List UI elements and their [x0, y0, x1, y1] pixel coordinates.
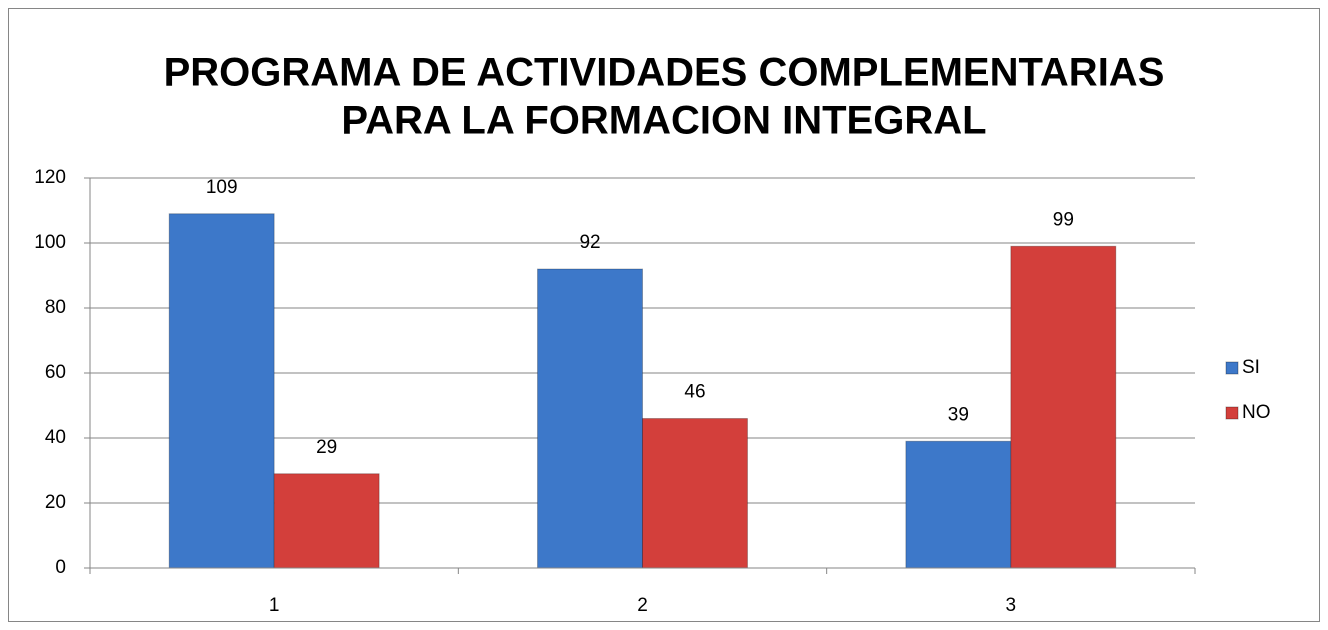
y-tick-label: 0: [55, 557, 66, 578]
y-tick-label: 20: [45, 492, 66, 513]
chart-title: PARA LA FORMACION INTEGRAL: [341, 99, 986, 143]
y-tick-label: 60: [45, 362, 66, 383]
legend-swatch: [1225, 361, 1239, 375]
bar: [1010, 245, 1117, 569]
bar: [537, 268, 644, 569]
legend-label: NO: [1242, 402, 1271, 423]
data-label: 92: [579, 232, 600, 253]
data-label: 99: [1053, 209, 1074, 230]
data-label: 29: [316, 437, 337, 458]
data-label: 39: [948, 404, 969, 425]
bar: [642, 418, 748, 569]
x-tick-label: 1: [269, 595, 280, 616]
legend-swatch: [1225, 406, 1239, 420]
y-tick-label: 100: [34, 232, 66, 253]
bar: [905, 440, 1012, 569]
legend-label: SI: [1242, 357, 1260, 378]
y-tick-label: 80: [45, 297, 66, 318]
x-tick-label: 3: [1006, 595, 1017, 616]
data-label: 109: [206, 177, 238, 198]
x-tick-label: 2: [637, 595, 648, 616]
bar: [168, 213, 275, 569]
chart-title: PROGRAMA DE ACTIVIDADES COMPLEMENTARIAS: [164, 51, 1165, 95]
data-label: 46: [684, 382, 705, 403]
y-tick-label: 40: [45, 427, 66, 448]
bar: [273, 473, 380, 569]
y-tick-label: 120: [34, 167, 66, 188]
